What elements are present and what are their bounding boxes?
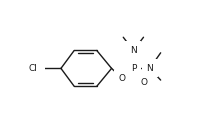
Text: N: N [146, 64, 152, 73]
Text: N: N [129, 46, 136, 55]
Text: P: P [130, 64, 135, 73]
Text: O: O [139, 78, 146, 87]
Text: O: O [118, 74, 125, 83]
Text: Cl: Cl [29, 64, 37, 73]
